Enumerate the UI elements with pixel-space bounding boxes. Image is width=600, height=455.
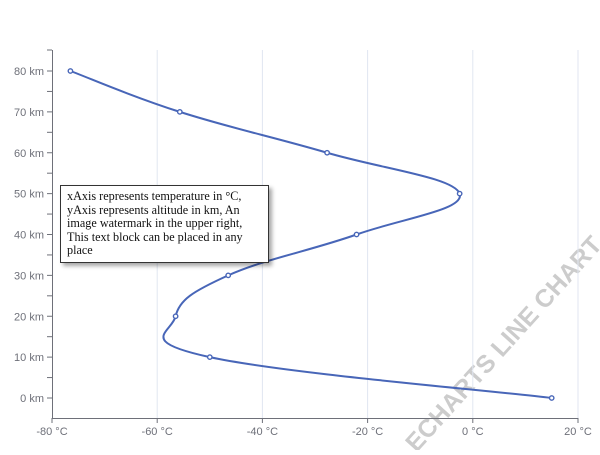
- x-axis-tick-label: -40 °C: [247, 426, 278, 438]
- annotation-line-3: image watermark in the upper right,: [67, 216, 243, 231]
- series-layer: [67, 68, 555, 401]
- axes: -80 °C -60 °C -40 °C -20 °C 0 °C 20 °C 0 km 10 …: [14, 49, 592, 438]
- y-axis-tick-label: 10 km: [14, 352, 44, 364]
- data-point: [176, 108, 183, 115]
- y-axis-tick-label: 0 km: [20, 393, 44, 405]
- y-axis-tick-label: 60 km: [14, 148, 44, 160]
- y-axis-tick-label: 50 km: [14, 189, 44, 201]
- annotation-line-1: xAxis represents temperature in °C,: [67, 189, 242, 203]
- watermark: ECHARTS LINE CHART: [400, 231, 600, 455]
- y-axis-tick-label: 80 km: [14, 66, 44, 78]
- data-point: [353, 231, 360, 238]
- x-axis-tick-label: -60 °C: [142, 426, 173, 438]
- data-point: [324, 149, 330, 156]
- y-axis-tick-label: 70 km: [14, 107, 44, 119]
- data-point: [206, 354, 213, 361]
- annotation-text-block: xAxis represents temperature in °C, yAxi…: [60, 185, 269, 263]
- x-axis-tick-label: 0 °C: [462, 426, 484, 438]
- annotation-line-2: yAxis represents altitude in km, An: [67, 202, 240, 217]
- x-axis-tick-label: -20 °C: [352, 426, 383, 438]
- data-point: [67, 68, 74, 74]
- y-axis-tick-label: 30 km: [14, 270, 44, 282]
- data-point: [456, 190, 463, 197]
- data-point: [225, 272, 232, 279]
- series-line: [70, 70, 552, 399]
- annotation-line-5: place: [67, 243, 93, 258]
- data-point: [172, 313, 179, 320]
- y-axis-tick-label: 40 km: [14, 230, 44, 242]
- x-axis-tick-label: -80 °C: [36, 426, 67, 438]
- x-axis-tick-label: 20 °C: [564, 426, 592, 438]
- y-axis-tick-label: 20 km: [14, 311, 44, 323]
- data-point: [548, 395, 555, 401]
- watermark-text: ECHARTS LINE CHART: [400, 231, 600, 450]
- annotation-line-4: This text block can be placed in any: [67, 229, 243, 244]
